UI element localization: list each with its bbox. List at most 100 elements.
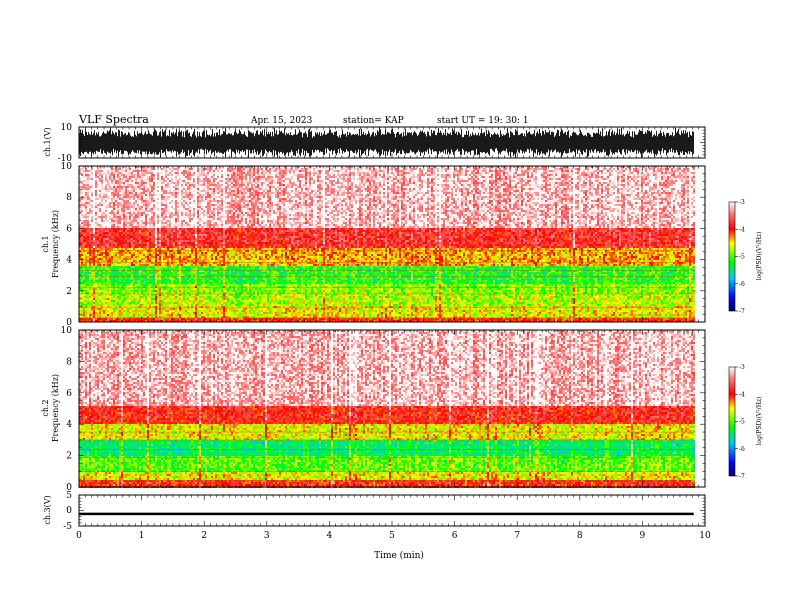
- spectrogram-cell: [183, 170, 185, 172]
- spectrogram-cell: [501, 168, 503, 170]
- spectrogram-cell: [337, 170, 339, 172]
- spectrogram-cell: [425, 170, 427, 172]
- spectrogram-cell: [255, 170, 257, 172]
- spectrogram-cell: [475, 168, 477, 170]
- spectrogram-cell: [325, 168, 327, 170]
- spectrogram-cell: [233, 170, 235, 172]
- spectrogram-cell: [615, 168, 617, 170]
- spectrogram-cell: [487, 170, 489, 172]
- ch1-spectrogram-panel: 0246810 ch.1 Frequency (kHz) -3-4-5-6-7 …: [41, 162, 763, 328]
- spectrogram-cell: [107, 170, 109, 172]
- spectrogram-cell: [269, 170, 271, 172]
- spectrogram-cell: [405, 168, 407, 170]
- spectrogram-cell: [551, 170, 553, 172]
- spectrogram-cell: [475, 170, 477, 172]
- spectrogram-cell: [123, 170, 125, 172]
- spectrogram-cell: [243, 170, 245, 172]
- spectrogram-cell: [225, 168, 227, 170]
- spectrogram-cell: [671, 168, 673, 170]
- spectrogram-cell: [191, 170, 193, 172]
- spectrogram-cell: [337, 168, 339, 170]
- spectrogram-cell: [477, 168, 479, 170]
- spectrogram-cell: [533, 168, 535, 170]
- spectrogram-cell: [669, 168, 671, 170]
- spectrogram-cell: [361, 170, 363, 172]
- spectrogram-cell: [465, 168, 467, 170]
- spectrogram-cell: [299, 170, 301, 172]
- spectrogram-cell: [217, 168, 219, 170]
- spectrogram-cell: [435, 170, 437, 172]
- spectrogram-cell: [191, 168, 193, 170]
- spectrogram-cell: [689, 168, 691, 170]
- spectrogram-cell: [333, 168, 335, 170]
- spectrogram-cell: [165, 170, 167, 172]
- spectrogram-cell: [221, 170, 223, 172]
- start-time-label: start UT = 19: 30: 1: [437, 116, 529, 126]
- spectrogram-cell: [497, 170, 499, 172]
- spectrogram-cell: [201, 170, 203, 172]
- spectrogram-cell: [471, 168, 473, 170]
- spectrogram-cell: [145, 168, 147, 170]
- spectrogram-cell: [133, 168, 135, 170]
- spectrogram-cell: [181, 170, 183, 172]
- spectrogram-cell: [487, 168, 489, 170]
- spectrogram-cell: [311, 170, 313, 172]
- spectrogram-cell: [261, 168, 263, 170]
- spectrogram-cell: [563, 168, 565, 170]
- spectrogram-cell: [275, 170, 277, 172]
- spectrogram-cell: [209, 170, 211, 172]
- spectrogram-cell: [357, 170, 359, 172]
- spectrogram-cell: [313, 168, 315, 170]
- spectrogram-cell: [357, 168, 359, 170]
- spectrogram-cell: [117, 170, 119, 172]
- spectrogram-cell: [205, 168, 207, 170]
- spectrogram-cell: [341, 170, 343, 172]
- spectrogram-cell: [433, 170, 435, 172]
- spectrogram-cell: [267, 168, 269, 170]
- spectrogram-cell: [543, 168, 545, 170]
- spectrogram-cell: [225, 170, 227, 172]
- spectrogram-cell: [313, 170, 315, 172]
- spectrogram-cell: [223, 170, 225, 172]
- spectrogram-cell: [431, 168, 433, 170]
- spectrogram-cell: [105, 168, 107, 170]
- spectrogram-cell: [179, 170, 181, 172]
- spectrogram-cell: [125, 168, 127, 170]
- spectrogram-cell: [631, 168, 633, 170]
- spectrogram-cell: [283, 170, 285, 172]
- spectrogram-cell: [173, 170, 175, 172]
- spectrogram-cell: [449, 168, 451, 170]
- spectrogram-cell: [319, 170, 321, 172]
- spectrogram-cell: [473, 170, 475, 172]
- spectrogram-cell: [185, 170, 187, 172]
- spectrogram-cell: [301, 170, 303, 172]
- spectrogram-cell: [533, 170, 535, 172]
- spectrogram-cell: [213, 168, 215, 170]
- spectrogram-cell: [311, 168, 313, 170]
- spectrogram-cell: [409, 170, 411, 172]
- spectrogram-cell: [545, 170, 547, 172]
- spectrogram-cell: [683, 168, 685, 170]
- spectrogram-cell: [447, 168, 449, 170]
- spectrogram-cell: [387, 170, 389, 172]
- spectrogram-cell: [91, 170, 93, 172]
- spectrogram-cell: [103, 170, 105, 172]
- spectrogram-cell: [331, 168, 333, 170]
- spectrogram-cell: [577, 168, 579, 170]
- spectrogram-cell: [207, 168, 209, 170]
- spectrogram-cell: [637, 168, 639, 170]
- spectrogram-cell: [393, 168, 395, 170]
- date-label: Apr. 15, 2023: [250, 116, 313, 126]
- spectrogram-cell: [121, 170, 123, 172]
- spectrogram-cell: [227, 170, 229, 172]
- spectrogram-cell: [537, 170, 539, 172]
- spectrogram-cell: [431, 170, 433, 172]
- spectrogram-cell: [545, 168, 547, 170]
- spectrogram-cell: [373, 170, 375, 172]
- spectrogram-cell: [609, 168, 611, 170]
- spectrogram-cell: [201, 168, 203, 170]
- spectrogram-cell: [481, 170, 483, 172]
- spectrogram-cell: [547, 170, 549, 172]
- spectrogram-cell: [289, 168, 291, 170]
- spectrogram-cell: [275, 168, 277, 170]
